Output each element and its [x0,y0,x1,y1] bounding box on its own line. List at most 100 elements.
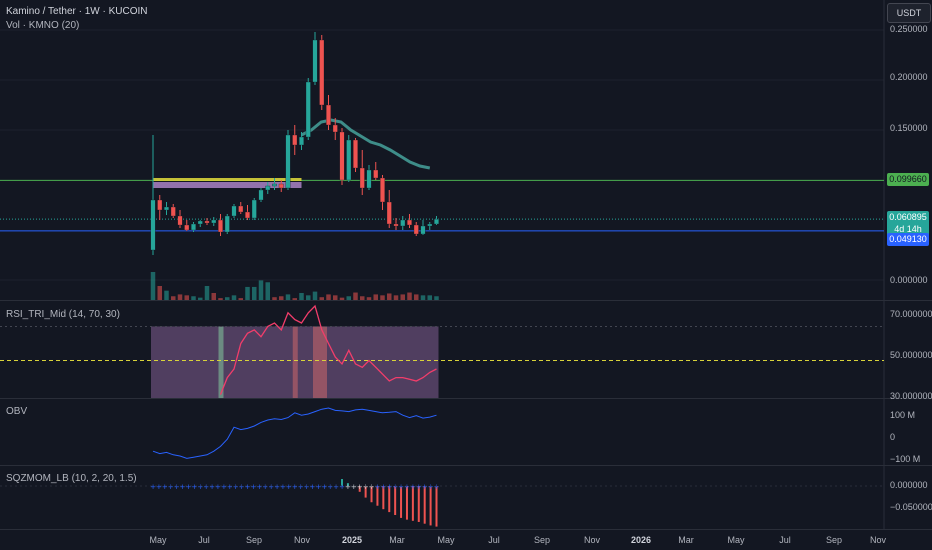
candle-body [420,225,426,235]
panel-separator[interactable] [0,398,932,399]
price-axis-label: 0.000000 [890,275,928,285]
volume-bar [366,297,372,300]
sqzmom-dot: + [345,483,351,491]
rsi-legend[interactable]: RSI_TRI_Mid (14, 70, 30) [6,309,120,320]
volume-bar [177,294,183,300]
candle-body [191,223,196,231]
candle-body [265,185,271,191]
candle-body [366,169,372,189]
green-line-price-tag: 0.099660 [887,173,929,186]
panel-separator[interactable] [0,300,932,301]
candle-body [326,104,331,126]
candle-body [413,224,419,235]
volume-bar [299,293,304,300]
time-axis-label: Nov [583,535,601,545]
volume-legend[interactable]: Vol · KMNO (20) [6,20,80,31]
volume-bar [252,286,257,300]
volume-bar [279,296,284,300]
candle-body [339,131,345,181]
sqzmom-dot: + [292,483,298,491]
sqzmom-dot: + [310,483,316,491]
sqzmom-dot: + [280,483,286,491]
volume-bar [204,286,210,300]
sqzmom-dot: + [398,483,404,491]
candle-body [204,220,210,224]
time-axis-label: May [437,535,455,545]
sqzmom-bar [346,483,349,486]
sqzmom-dot: + [203,483,209,491]
volume-bar [272,297,277,300]
candle-body [400,219,406,227]
panel-separator[interactable] [0,465,932,466]
sqzmom-legend[interactable]: SQZMOM_LB (10, 2, 20, 1.5) [6,473,137,484]
time-axis-label: Sep [825,535,843,545]
volume-bar [218,298,223,300]
sqzmom-bar [394,486,397,515]
sqzmom-dot: + [404,483,410,491]
sqzmom-dot: + [191,483,197,491]
symbol-title[interactable]: Kamino / Tether · 1W · KUCOIN [6,6,148,17]
volume-bar [285,294,291,300]
rsi-axis-label: 70.000000 [890,309,932,319]
price-axis-label: 0.200000 [890,72,928,82]
volume-bar [420,295,426,300]
candle-body [157,199,163,211]
sqzmom-dot: + [286,483,292,491]
volume-bar [171,296,176,300]
sqzmom-dot: + [168,483,174,491]
candle-body [238,205,244,213]
rsi-overbought-highlight [292,326,298,398]
time-axis-label: Mar [389,535,405,545]
sqzmom-dot: + [274,483,280,491]
time-axis-label: Sep [533,535,551,545]
volume-bar [191,296,196,300]
currency-button[interactable]: USDT [887,3,931,23]
sqzmom-dot: + [351,483,357,491]
sqzmom-bar [411,486,414,521]
candle-body [434,218,439,225]
sqzmom-dot: + [327,483,333,491]
candle-body [373,169,379,179]
sqzmom-dot: + [375,483,381,491]
sqz-axis-label: 0.000000 [890,480,928,490]
sqzmom-dot: + [333,483,339,491]
candle-body [211,219,217,224]
candle-body [299,136,304,146]
volume-bar [258,280,264,300]
volume-bar [245,286,250,300]
volume-bar [339,297,345,300]
candle-body [359,167,365,189]
volume-bar [326,294,331,300]
candle-body [332,124,338,133]
sqzmom-bar [400,486,403,518]
sqzmom-dot: + [250,483,256,491]
candle-body [380,177,385,203]
time-axis-label: May [149,535,167,545]
sqzmom-bar [388,486,391,513]
volume-bar [150,272,156,300]
volume-bar [333,295,338,300]
sqzmom-dot: + [428,483,434,491]
time-axis-label: Nov [869,535,887,545]
sqzmom-dot: + [162,483,168,491]
obv-legend[interactable]: OBV [6,406,28,417]
candle-body [197,220,203,225]
panel-separator [0,529,932,530]
candle-body [164,206,169,211]
ema-line [300,118,431,170]
time-axis-label: Jul [198,535,210,545]
volume-bar [353,292,358,300]
sqzmom-dot: + [186,483,192,491]
volume-bar [360,296,365,300]
sqzmom-dot: + [256,483,262,491]
sqzmom-dot: + [363,483,369,491]
sqzmom-dot: + [369,483,375,491]
volume-bar [225,297,230,300]
time-axis-label: Jul [488,535,500,545]
obv-axis-label: 0 [890,432,896,442]
supply-zone-box [153,182,302,188]
candle-body [177,215,183,226]
volume-bar [306,295,311,300]
sqzmom-dot: + [321,483,327,491]
